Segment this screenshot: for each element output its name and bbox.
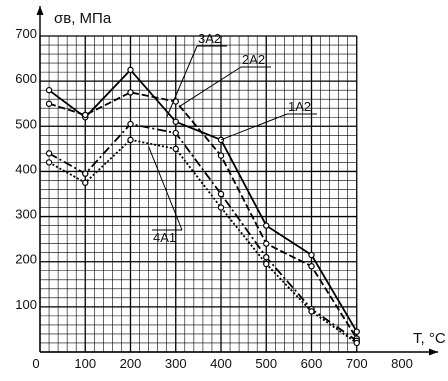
data-point-4a1 (308, 308, 315, 315)
data-point-2a2 (308, 263, 315, 270)
data-point-3a2 (127, 120, 134, 128)
y-tick-label: 200 (15, 252, 37, 267)
data-point-3a2 (82, 170, 89, 177)
label-leader-4a1 (148, 146, 183, 231)
y-tick-label: 700 (15, 26, 37, 41)
data-point-1a2 (263, 222, 270, 229)
series-line-3a2 (48, 123, 358, 342)
data-point-2a2 (217, 152, 225, 159)
y-tick-label: 300 (15, 207, 37, 222)
data-point-2a2 (82, 111, 89, 119)
data-point-2a2 (263, 240, 270, 247)
data-point-1a2 (353, 328, 360, 335)
series-line-1a2 (48, 68, 358, 333)
data-point-4a1 (172, 145, 179, 153)
x-tick-label: 300 (165, 356, 187, 371)
data-point-4a1 (127, 136, 134, 144)
data-point-3a2 (45, 150, 53, 157)
x-tick-label: 500 (255, 356, 277, 371)
data-point-4a1 (263, 260, 270, 268)
grid (39, 35, 358, 353)
data-point-4a1 (217, 204, 225, 211)
data-point-4a1 (45, 159, 53, 166)
data-point-1a2 (172, 118, 179, 125)
data-point-4a1 (82, 179, 89, 186)
data-point-3a2 (172, 129, 179, 137)
series-line-2a2 (48, 91, 358, 339)
x-tick-label: 200 (120, 356, 142, 371)
label-leader-3a2 (166, 45, 198, 118)
x-tick-label: 400 (210, 356, 232, 371)
data-point-3a2 (263, 254, 270, 261)
label-leaders (148, 45, 317, 231)
x-tick-label: 700 (346, 356, 368, 371)
y-tick-label: 400 (15, 161, 37, 176)
label-leader-1a2 (220, 113, 288, 141)
data-point-3a2 (217, 190, 225, 198)
y-axis-arrow (36, 6, 44, 15)
label-leader-2a2 (180, 66, 242, 107)
x-axis-title: T, °C (413, 330, 446, 347)
axes (36, 6, 438, 356)
tick-labels: 0 100 200 300 400 500 600 700 800 100 200 300 400 500… (15, 26, 413, 371)
series-label-3a2: 3A2 (198, 31, 221, 46)
y-tick-label: 100 (15, 297, 37, 312)
y-tick-label: 500 (15, 116, 37, 131)
series-labels: 1A2 2A2 3A2 4A1 (153, 31, 311, 245)
y-tick-label: 600 (15, 71, 37, 86)
series-lines (45, 66, 360, 347)
series-label-1a2: 1A2 (288, 99, 311, 114)
data-point-1a2 (308, 251, 315, 259)
x-tick-label: 100 (74, 356, 96, 371)
series-label-2a2: 2A2 (242, 52, 265, 67)
y-axis-title: σв, МПа (54, 10, 112, 27)
x-tick-label: 800 (391, 356, 413, 371)
data-point-4a1 (353, 339, 360, 347)
data-point-2a2 (127, 89, 134, 96)
x-tick-label: 0 (32, 356, 39, 371)
data-point-2a2 (45, 100, 53, 107)
x-axis-arrow (429, 348, 438, 356)
data-point-1a2 (45, 86, 53, 94)
series-label-4a1: 4A1 (153, 230, 176, 245)
data-point-1a2 (127, 66, 134, 74)
x-tick-label: 600 (301, 356, 323, 371)
